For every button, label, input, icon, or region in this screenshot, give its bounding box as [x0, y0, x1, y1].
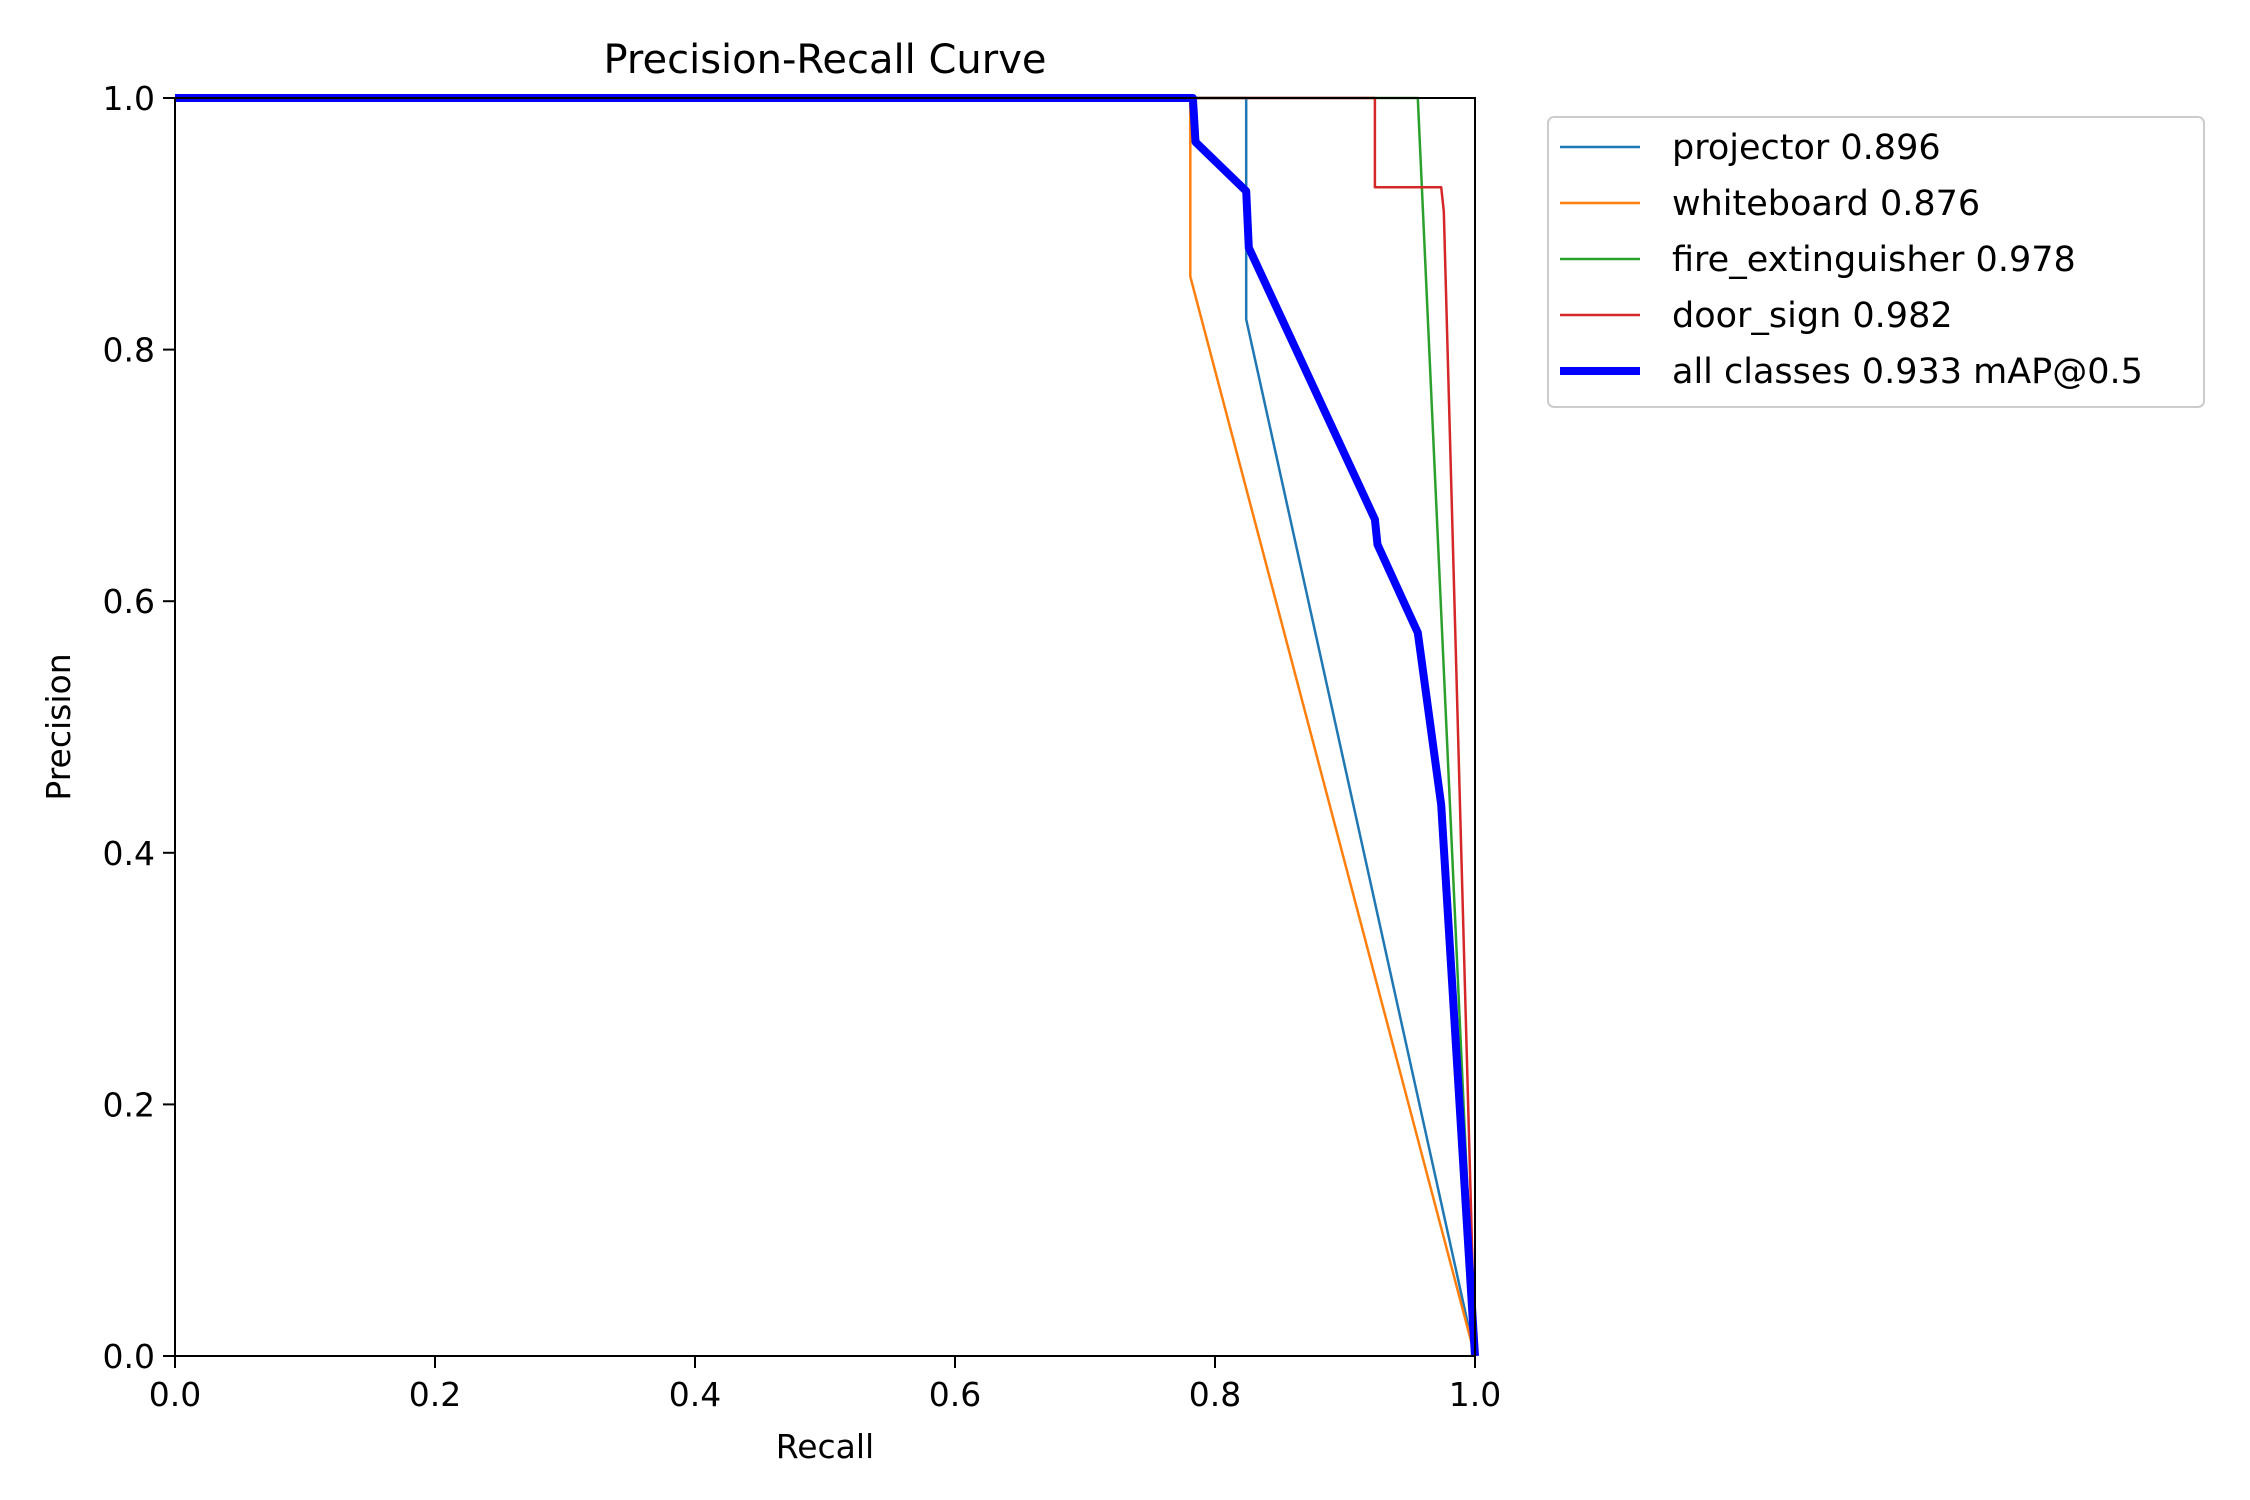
x-tick-label: 0.6 [929, 1375, 981, 1414]
y-tick-label: 0.2 [103, 1085, 155, 1124]
plot-frame [174, 97, 1476, 1357]
x-axis: 0.0 0.2 0.4 0.6 0.8 1.0 [149, 1356, 1501, 1414]
legend-box [1547, 116, 2205, 408]
x-tick-label: 0.8 [1189, 1375, 1241, 1414]
x-tick-label: 0.2 [409, 1375, 461, 1414]
y-tick-label: 0.6 [103, 582, 155, 621]
y-tick-label: 0.0 [103, 1337, 155, 1376]
x-tick-label: 0.4 [669, 1375, 721, 1414]
y-axis-label: Precision [39, 653, 78, 800]
y-tick-label: 0.4 [103, 834, 155, 873]
legend-label-1: projector 0.896 [1672, 128, 1941, 168]
x-axis-label: Recall [776, 1427, 874, 1466]
y-tick-label: 0.8 [103, 331, 155, 370]
legend-label-4: door_sign 0.982 [1672, 296, 1953, 336]
chart-title: Precision-Recall Curve [604, 37, 1047, 83]
x-tick-label: 0.0 [149, 1375, 201, 1414]
y-tick-label: 1.0 [103, 79, 155, 118]
x-tick-label: 1.0 [1449, 1375, 1501, 1414]
series-line-5 [175, 94, 1479, 1357]
legend-label-2: whiteboard 0.876 [1672, 184, 1980, 224]
legend: projector 0.896 whiteboard 0.876 fire_exti… [1547, 116, 2205, 408]
y-axis: 0.0 0.2 0.4 0.6 0.8 1.0 [103, 79, 175, 1376]
legend-label-3: fire_extinguisher 0.978 [1672, 240, 2076, 280]
legend-label-5: all classes 0.933 mAP@0.5 [1672, 352, 2143, 392]
